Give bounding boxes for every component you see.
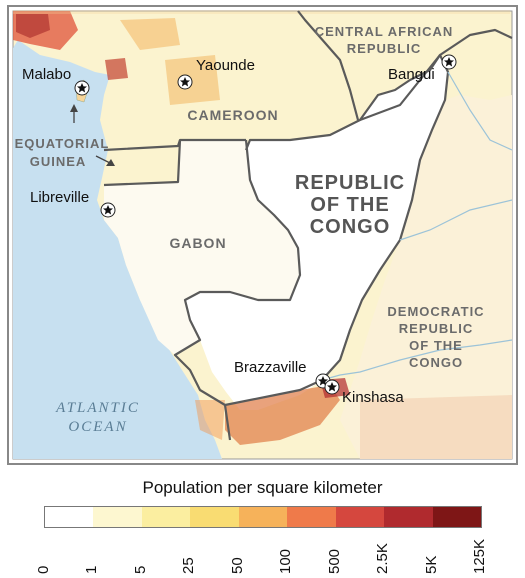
legend: Population per square kilometer 0 1 5 25 50 1… xyxy=(0,470,525,578)
legend-tick-label: 25 xyxy=(180,557,198,574)
legend-title: Population per square kilometer xyxy=(142,478,383,497)
car-label-1: CENTRAL AFRICAN xyxy=(315,24,454,39)
gabon-label: GABON xyxy=(169,235,226,251)
cameroon-label: CAMEROON xyxy=(187,107,278,123)
car-label-2: REPUBLIC xyxy=(347,41,421,56)
kinshasa-label: Kinshasa xyxy=(342,389,404,406)
drc-label-3: OF THE xyxy=(409,338,463,353)
malabo-star-icon xyxy=(74,80,90,96)
legend-tick-label: 125K xyxy=(471,538,488,574)
legend-swatch-3 xyxy=(190,507,239,527)
ocean-label-2: OCEAN xyxy=(68,419,127,435)
ocean-label-1: ATLANTIC xyxy=(55,400,140,416)
city-labels: Malabo Yaounde Bangui Libreville Brazzav… xyxy=(22,57,435,406)
kinshasa-star-icon xyxy=(324,379,340,395)
yaounde-star-icon xyxy=(177,74,193,90)
legend-swatch-7 xyxy=(384,507,433,527)
capital-markers xyxy=(74,54,457,395)
legend-tick-label: 50 xyxy=(228,557,246,574)
legend-swatch-5 xyxy=(287,507,336,527)
label-arrows xyxy=(70,104,115,166)
atlantic-ocean xyxy=(13,40,222,459)
legend-tick-label: 0 xyxy=(35,565,52,574)
legend-swatch-4 xyxy=(238,507,288,527)
rivers xyxy=(321,71,513,381)
republic-of-congo-area xyxy=(185,55,448,410)
legend-tick-label: 1 xyxy=(83,565,101,574)
legend-color-bar xyxy=(44,506,482,528)
country-labels: CENTRAL AFRICAN REPUBLIC CAMEROON EQUATO… xyxy=(15,24,484,370)
gabon-area xyxy=(104,140,300,355)
eq-guinea-label-1: EQUATORIAL xyxy=(15,136,110,151)
brazzaville-label: Brazzaville xyxy=(234,359,307,376)
legend-swatch-8 xyxy=(432,507,481,527)
drc-area xyxy=(340,95,512,459)
libreville-label: Libreville xyxy=(30,189,89,206)
drc-label-1: DEMOCRATIC xyxy=(387,304,484,319)
legend-swatch-1 xyxy=(93,507,142,527)
legend-tick-label: 100 xyxy=(277,548,295,574)
drc-label-4: CONGO xyxy=(409,355,463,370)
legend-tick-label: 5 xyxy=(131,565,149,574)
legend-tick-label: 500 xyxy=(325,548,343,574)
libreville-star-icon xyxy=(100,202,116,218)
legend-tick-label: 2.5K xyxy=(374,543,392,574)
bangui-star-icon xyxy=(441,54,457,70)
bangui-label: Bangui xyxy=(388,66,435,83)
malabo-label: Malabo xyxy=(22,66,71,83)
eq-guinea-label-2: GUINEA xyxy=(30,154,87,169)
yaounde-label: Yaounde xyxy=(196,57,255,74)
map: CENTRAL AFRICAN REPUBLIC CAMEROON EQUATO… xyxy=(7,5,518,465)
congo-label-2: OF THE xyxy=(310,194,389,216)
drc-label-2: REPUBLIC xyxy=(399,321,473,336)
legend-swatch-2 xyxy=(141,507,191,527)
legend-tick-label: 5K xyxy=(422,555,440,574)
congo-label-3: CONGO xyxy=(310,216,391,238)
legend-swatch-0 xyxy=(45,507,94,527)
congo-label-1: REPUBLIC xyxy=(295,172,405,194)
dense-population-areas xyxy=(13,10,512,459)
legend-swatch-6 xyxy=(335,507,385,527)
